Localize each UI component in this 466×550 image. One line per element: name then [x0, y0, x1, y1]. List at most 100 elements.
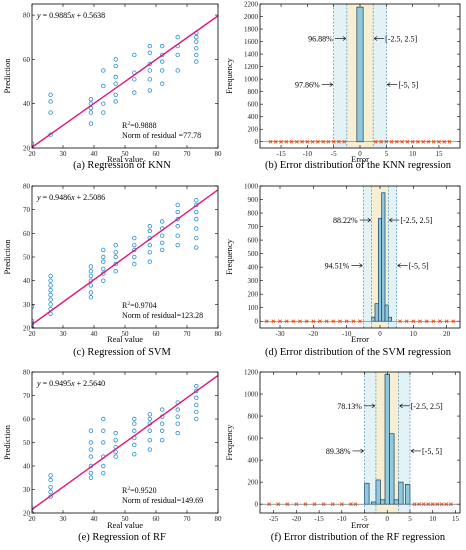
error-marker [331, 319, 336, 324]
plot-area [32, 374, 218, 513]
data-point [147, 259, 152, 264]
data-point [194, 395, 199, 401]
x-tick-label: -10 [303, 150, 313, 158]
x-tick-label: 80 [215, 150, 223, 158]
x-tick-label: 0 [358, 150, 362, 158]
data-point [48, 292, 53, 298]
histogram-bar [371, 316, 376, 322]
x-tick-label: -25 [269, 515, 279, 523]
x-axis-label: Error [351, 520, 369, 530]
plot-frame [259, 3, 461, 149]
data-point [147, 412, 152, 417]
y-tick-label: 1200 [244, 63, 259, 71]
x-tick-label: 30 [60, 515, 68, 523]
data-point [88, 295, 94, 300]
error-marker [271, 319, 276, 324]
error-marker [338, 319, 342, 324]
data-point [48, 283, 53, 288]
y-tick-label: 1000 [244, 76, 259, 84]
error-marker [430, 502, 435, 507]
data-point [101, 440, 106, 445]
data-point [88, 283, 94, 288]
error-marker [321, 139, 326, 144]
error-marker [330, 502, 335, 507]
data-point [48, 297, 53, 302]
data-point [159, 233, 165, 238]
arrow-pct-outer [351, 263, 363, 268]
fit-line [32, 15, 218, 148]
data-point [147, 228, 152, 234]
y-tick-label: 0 [255, 501, 259, 509]
data-point [194, 409, 199, 415]
y-tick-label: 1200 [244, 369, 259, 377]
x-tick-label: 20 [29, 150, 37, 158]
data-point [88, 121, 94, 126]
y-tick-label: 60 [23, 56, 31, 64]
data-point [132, 416, 137, 422]
pct-outer-label: 94.51% [325, 262, 350, 271]
data-point [101, 470, 106, 476]
data-point [48, 99, 53, 104]
x-tick-label: 50 [122, 330, 130, 338]
data-point [147, 77, 152, 82]
panel-caption: (e) Regression of RF [78, 532, 166, 543]
y-tick-label: 50 [23, 254, 31, 262]
data-point [48, 302, 53, 307]
data-point [101, 428, 106, 433]
data-point [175, 52, 180, 58]
error-marker [353, 502, 358, 507]
error-marker [431, 139, 436, 144]
arrow-range-inner [399, 403, 410, 409]
plot-area [260, 372, 460, 513]
data-point [88, 273, 94, 279]
error-marker [279, 139, 283, 144]
error-marker [439, 502, 444, 507]
x-tick-label: -30 [275, 330, 285, 338]
error-marker [421, 139, 426, 144]
plot-frame [31, 185, 219, 329]
pct-inner-label: 96.88% [308, 35, 333, 44]
arrow-pct-outer [321, 82, 334, 87]
error-marker [284, 139, 289, 144]
data-point [101, 278, 106, 283]
norm-of-residual: Norm of residual =77.78 [122, 131, 201, 140]
error-marker [415, 139, 420, 144]
error-marker [342, 139, 347, 144]
error-marker [267, 502, 272, 507]
panel-e: 20 30 40 50 60 70 80 20 30 40 50 60 70 80 y = 0.9495x … [2, 369, 222, 544]
data-point [113, 92, 118, 98]
data-point [113, 437, 118, 443]
data-point [113, 74, 118, 80]
data-point [113, 63, 118, 69]
data-point [175, 202, 180, 208]
x-tick-label: 50 [122, 150, 130, 158]
panel-a: 20 30 40 50 60 70 80 20 40 60 80 y = 0.9885x + 0.56… [2, 3, 223, 171]
data-point [88, 97, 94, 102]
arrow-range-outer [386, 82, 398, 87]
data-point [113, 449, 118, 455]
error-marker [324, 319, 329, 324]
data-point [113, 242, 118, 248]
error-marker [400, 139, 405, 144]
y-tick-label: 20 [23, 145, 31, 153]
data-point [48, 477, 53, 483]
y-tick-label: 700 [248, 223, 259, 231]
fit-equation: y = 0.9885x + 0.5638 [36, 11, 105, 20]
y-axis-label: Frequency [224, 238, 234, 275]
error-marker [276, 502, 281, 507]
x-tick-label: 60 [153, 330, 161, 338]
x-tick-label: 40 [91, 150, 99, 158]
y-tick-label: 500 [248, 250, 259, 258]
data-point [101, 247, 106, 253]
x-tick-label: 80 [215, 515, 223, 523]
data-point [175, 233, 180, 238]
y-tick-label: 80 [23, 369, 31, 377]
data-point [48, 92, 53, 98]
data-point [159, 247, 165, 253]
fit-line [32, 189, 218, 326]
y-tick-label: 800 [248, 210, 259, 218]
data-point [113, 454, 118, 459]
error-marker [351, 319, 356, 324]
arrow-range-inner [373, 36, 385, 41]
error-marker [389, 139, 394, 144]
